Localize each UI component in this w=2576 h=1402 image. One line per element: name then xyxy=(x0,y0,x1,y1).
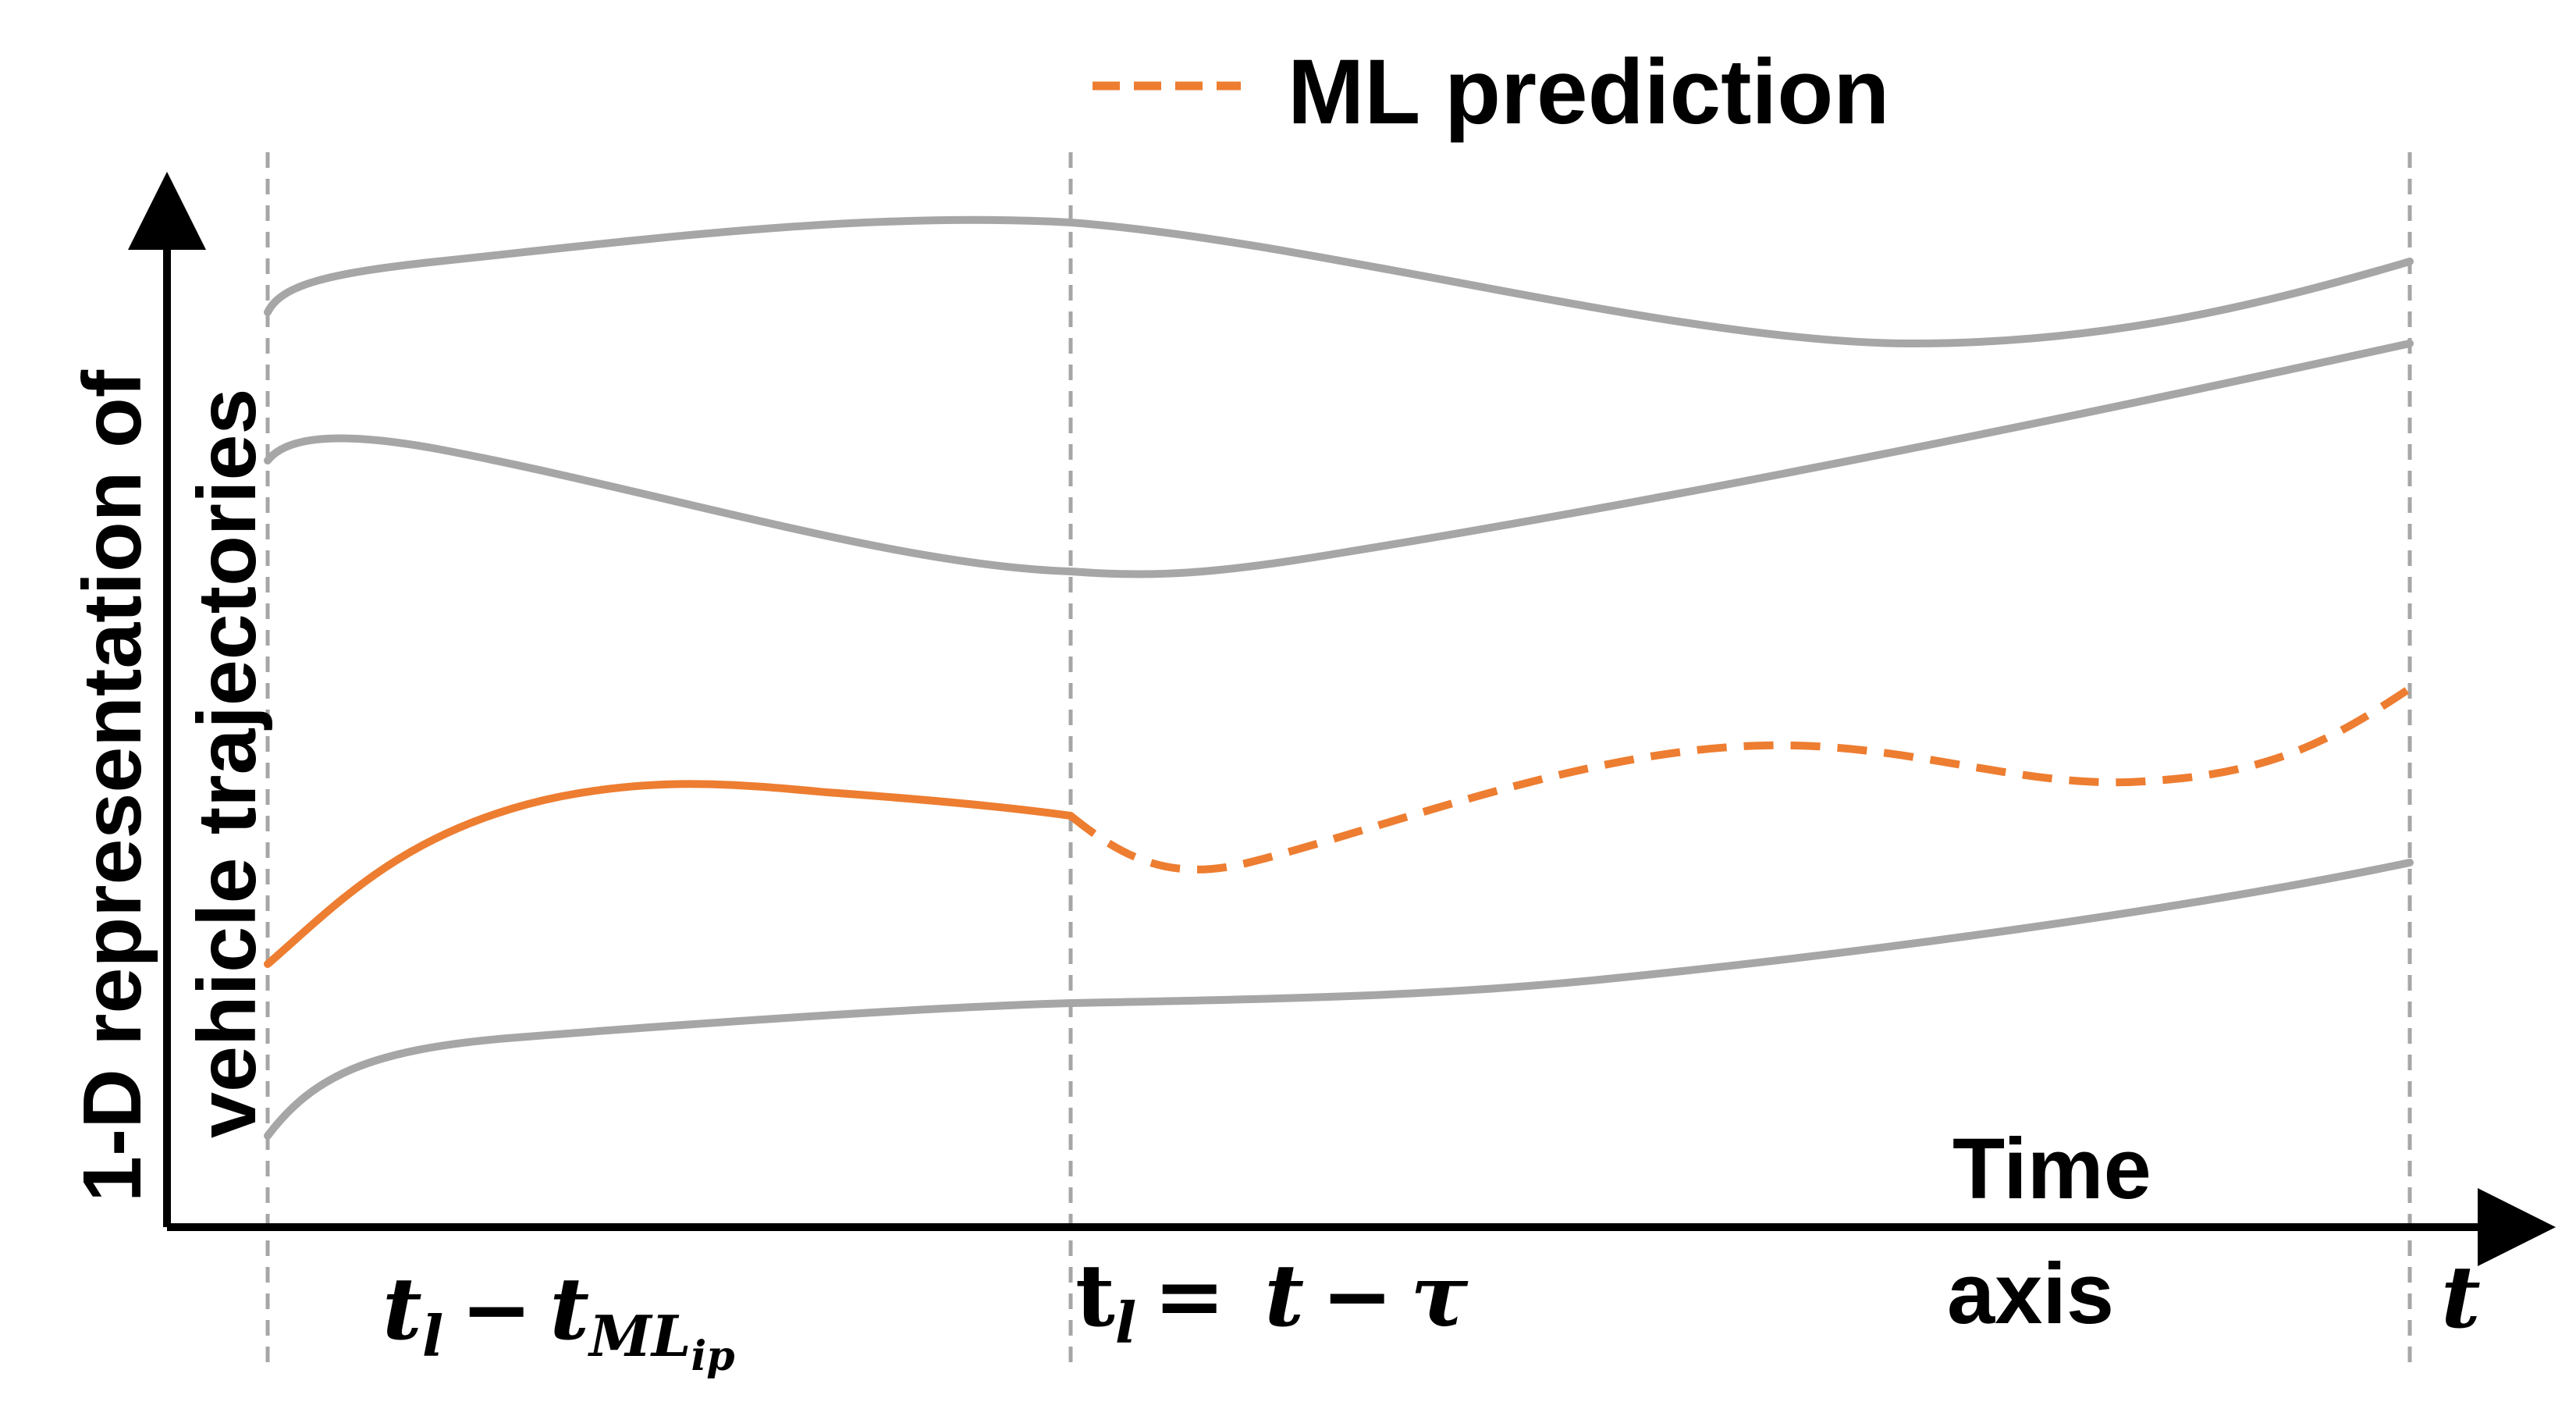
svg-text:tl−tMLip: tl − tMLip xyxy=(382,1258,735,1380)
tick-left-term-subsub: ip xyxy=(691,1333,734,1380)
tick-middle-base: t xyxy=(1075,1245,1115,1346)
tick-left-term-sub: ML xyxy=(587,1303,691,1369)
tick-middle-rhs-t: t xyxy=(1264,1245,1304,1346)
gray-trajectory-3 xyxy=(264,859,2414,1140)
x-axis-label: Time axis xyxy=(1947,1121,2151,1342)
tick-left-base-sub: l xyxy=(422,1303,443,1369)
axes xyxy=(128,172,2556,1266)
y-axis-label: 1-D representation of vehicle trajectori… xyxy=(66,369,273,1202)
tick-middle-rhs-tau: τ xyxy=(1410,1245,1469,1346)
y-axis-label-line2: vehicle trajectories xyxy=(181,389,273,1138)
tick-left-operator: − xyxy=(460,1258,532,1359)
x-axis-label-line2: axis xyxy=(1947,1246,2114,1342)
trajectories xyxy=(264,215,2414,1140)
orange-trajectory-predicted xyxy=(1068,685,2412,874)
x-axis-label-line1: Time xyxy=(1952,1121,2151,1217)
tick-middle-minus: − xyxy=(1321,1245,1393,1346)
legend-label: ML prediction xyxy=(1288,41,1889,144)
tick-middle-base-sub: l xyxy=(1115,1290,1136,1356)
y-axis-label-line1: 1-D representation of xyxy=(66,369,158,1202)
tick-left-term: t xyxy=(549,1258,589,1359)
tick-right-t: t xyxy=(2441,1247,2481,1347)
gray-trajectory-1 xyxy=(264,215,2414,348)
tick-label-right: t xyxy=(2441,1247,2481,1347)
time-guides xyxy=(265,152,2412,1366)
tick-label-left: tl − tMLip xyxy=(382,1258,735,1380)
tick-left-base: t xyxy=(382,1258,422,1359)
legend: ML prediction xyxy=(1093,41,1889,144)
tick-label-middle: tl = t − τ xyxy=(1075,1245,1469,1356)
svg-text:tl=t−τ: tl = t − τ xyxy=(1075,1245,1469,1356)
tick-middle-equals: = xyxy=(1153,1245,1225,1346)
gray-trajectory-2 xyxy=(264,340,2414,578)
orange-trajectory-observed xyxy=(264,780,1075,968)
